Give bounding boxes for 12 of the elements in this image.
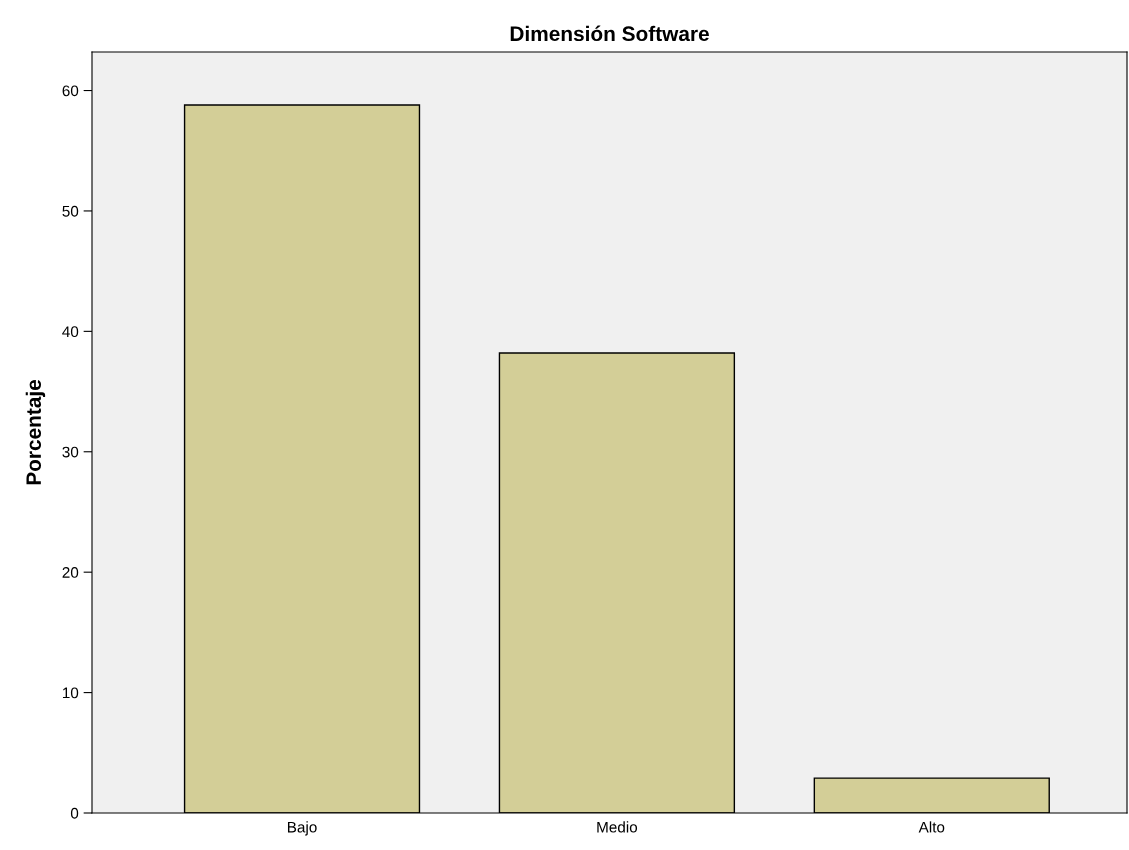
x-tick-label: Medio	[597, 821, 638, 833]
y-tick-label: 0	[70, 807, 79, 819]
y-tick-label: 40	[62, 326, 79, 338]
x-tick-label: Alto	[918, 821, 945, 833]
y-tick-label: 30	[62, 446, 79, 458]
y-tick-label: 60	[62, 85, 79, 97]
chart-title: Dimensión Software	[510, 25, 709, 42]
y-tick-label: 10	[62, 687, 79, 699]
y-axis-title: Porcentaje	[25, 379, 46, 485]
x-tick-label: Bajo	[287, 821, 317, 836]
y-tick-label: 20	[62, 567, 79, 578]
y-tick-label: 50	[62, 205, 79, 217]
